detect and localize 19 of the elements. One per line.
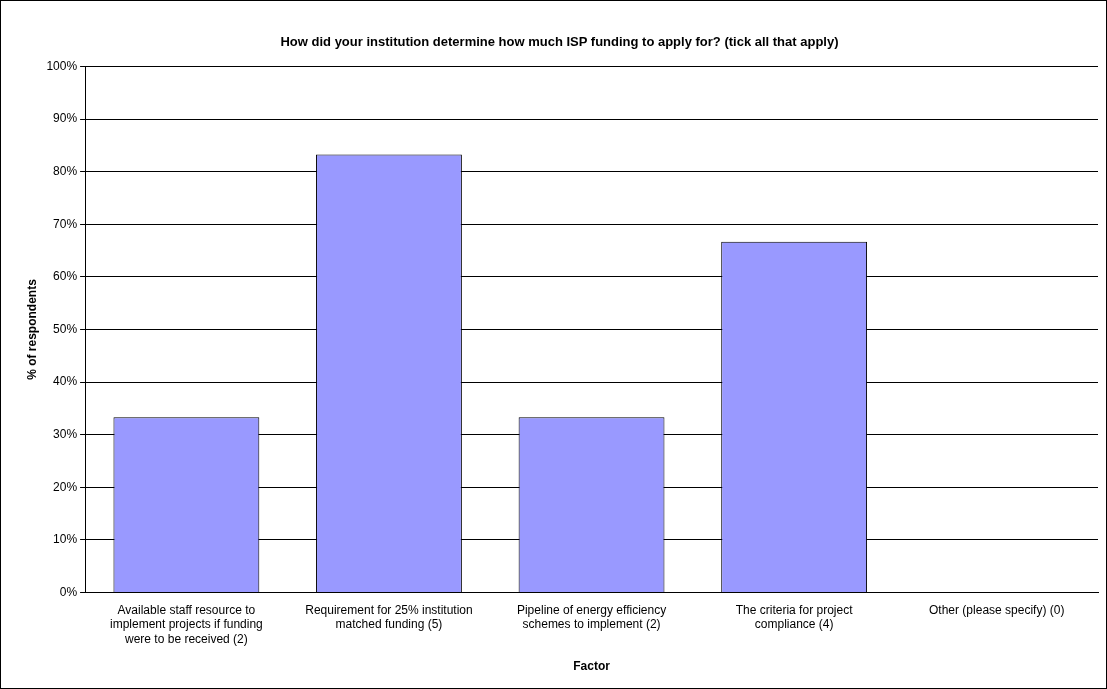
y-tick-label: 90%	[53, 111, 78, 126]
y-tick-label: 80%	[53, 164, 78, 179]
y-tick-label: 40%	[53, 374, 78, 389]
x-tick-label: The criteria for project compliance (4)	[735, 602, 854, 632]
x-tick-label: Pipeline of energy efficiency schemes to implement (2)	[516, 602, 667, 632]
chart-title: How did your institution determine how much ISP funding to apply for? (tick all that apply)	[280, 34, 839, 50]
y-tick-label: 10%	[53, 532, 78, 547]
y-tick-label: 70%	[53, 216, 78, 231]
x-axis-title: Factor	[573, 659, 611, 674]
x-tick-label: Requirement for 25% institution matched funding (5)	[305, 602, 473, 632]
y-tick-label: 20%	[53, 479, 78, 494]
y-axis-title: % of respondents	[24, 278, 39, 380]
y-tick-label: 60%	[53, 269, 78, 284]
y-tick-label: 0%	[59, 584, 78, 599]
y-tick-label: 100%	[46, 58, 78, 73]
y-tick-label: 30%	[53, 426, 78, 441]
y-tick-label: 50%	[53, 321, 78, 336]
x-tick-label: Available staff resource to implement projects if funding were to be received (2)	[110, 602, 263, 646]
x-tick-label: Other (please specify) (0)	[929, 602, 1065, 617]
